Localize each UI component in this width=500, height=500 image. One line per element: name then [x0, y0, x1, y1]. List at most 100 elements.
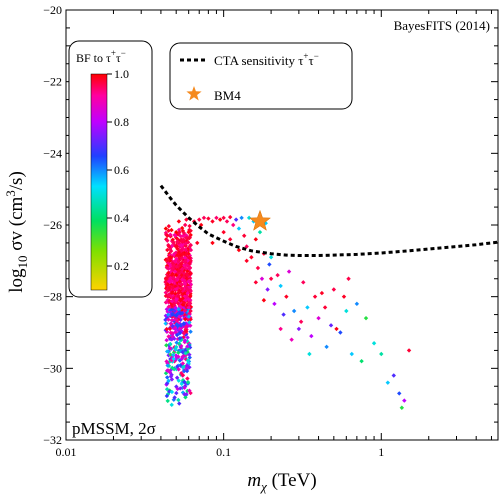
scatter-point [291, 308, 297, 314]
scatter-point [334, 326, 339, 332]
colorbar-tick-label: 0.2 [114, 259, 129, 273]
scatter-point [176, 258, 181, 264]
scatter-point [379, 351, 384, 357]
scatter-point [179, 305, 184, 310]
scatter-point [309, 333, 314, 339]
scatter-point [168, 374, 174, 379]
scatter-point [210, 219, 215, 224]
scatter-point [164, 326, 169, 332]
scatter-point [165, 368, 170, 373]
scatter-point [184, 311, 189, 316]
scatter-point [173, 347, 178, 352]
scatter-point [179, 325, 184, 330]
scatter-point [185, 380, 191, 385]
scatter-point [187, 352, 192, 357]
scatter-point [183, 316, 188, 322]
scatter-point [182, 222, 188, 228]
scatter-point [175, 253, 180, 258]
legend-box [169, 42, 353, 110]
y-tick-label: −26 [43, 218, 62, 232]
x-tick-label: 0.01 [56, 445, 77, 459]
scatter-point [319, 290, 325, 296]
scatter-point [176, 367, 181, 372]
cta-sensitivity-curve [159, 184, 498, 257]
scatter-point [180, 296, 185, 301]
scatter-point [268, 255, 274, 260]
scatter-point [244, 244, 249, 249]
scatter-point [171, 352, 176, 358]
colorbar-box [68, 40, 153, 298]
scatter-point [201, 215, 207, 221]
scatter-point [184, 329, 189, 334]
scatter-point [185, 376, 190, 381]
scatter-point [177, 341, 182, 346]
scatter-point [322, 305, 328, 310]
scatter-point [169, 243, 174, 249]
scatter-point [168, 248, 174, 254]
scatter-point [338, 330, 343, 335]
scatter-point [344, 308, 349, 314]
scatter-point [278, 326, 283, 332]
scatter-point [268, 276, 274, 281]
scatter-point [177, 401, 182, 406]
scatter-point [176, 219, 182, 224]
scatter-point [176, 268, 182, 273]
scatter-point [188, 323, 193, 328]
scatter-point [272, 301, 277, 307]
colorbar-gradient [90, 73, 108, 291]
scatter-point [169, 377, 175, 382]
scatter-point [166, 244, 172, 249]
scatter-point [169, 389, 175, 395]
scatter-point [167, 258, 173, 263]
scatter-point [174, 332, 180, 338]
scatter-point [171, 350, 177, 355]
scatter-point [164, 265, 170, 270]
scatter-point [163, 321, 168, 326]
scatter-point [236, 226, 242, 231]
scatter-point [227, 214, 233, 220]
scatter-point [187, 320, 192, 325]
pmssm-label: pMSSM, 2σ [72, 419, 156, 438]
scatter-point [174, 276, 180, 282]
scatter-point [163, 286, 169, 291]
scatter-point [172, 336, 177, 341]
colorbar: BF to τ+τ− 1.0 0.8 0.6 0.4 0.2 [68, 40, 153, 298]
scatter-point [261, 298, 267, 303]
scatter-point [184, 363, 190, 368]
scatter-point [184, 313, 190, 319]
scatter-point [186, 279, 191, 284]
scatter-point [186, 360, 191, 366]
legend-bm4-star [186, 86, 202, 101]
scatter-point [298, 319, 304, 324]
scatter-point [181, 369, 187, 374]
scatter-point [166, 317, 171, 322]
scatter-point [346, 276, 351, 281]
scatter-point [178, 343, 184, 349]
scatter-point [289, 337, 294, 342]
y-axis-title: log10 σv (cm3/s) [3, 171, 30, 293]
scatter-point [165, 238, 170, 243]
y-tick-label: −20 [43, 3, 62, 17]
scatter-point [187, 355, 192, 360]
scatter-point [180, 354, 185, 359]
scatter-point [172, 395, 177, 400]
y-tick-label: −22 [43, 75, 62, 89]
scatter-point [169, 227, 174, 233]
scatter-point [180, 292, 186, 297]
scatter-point [174, 264, 179, 269]
scatter-point [165, 287, 170, 292]
scatter-point [180, 251, 185, 256]
scatter-point [349, 351, 354, 357]
scatter-point [188, 247, 194, 253]
scatter-point [188, 329, 193, 334]
scatter-point [402, 398, 407, 403]
scatter-point [163, 226, 169, 231]
axis-ticks [65, 9, 498, 441]
scatter-point [179, 248, 184, 253]
colorbar-tick-label: 0.6 [114, 163, 129, 177]
scatter-point [177, 279, 182, 284]
scatter-point [371, 341, 377, 346]
scatter-point [175, 318, 180, 323]
colorbar-title: BF to τ+τ− [76, 48, 126, 65]
